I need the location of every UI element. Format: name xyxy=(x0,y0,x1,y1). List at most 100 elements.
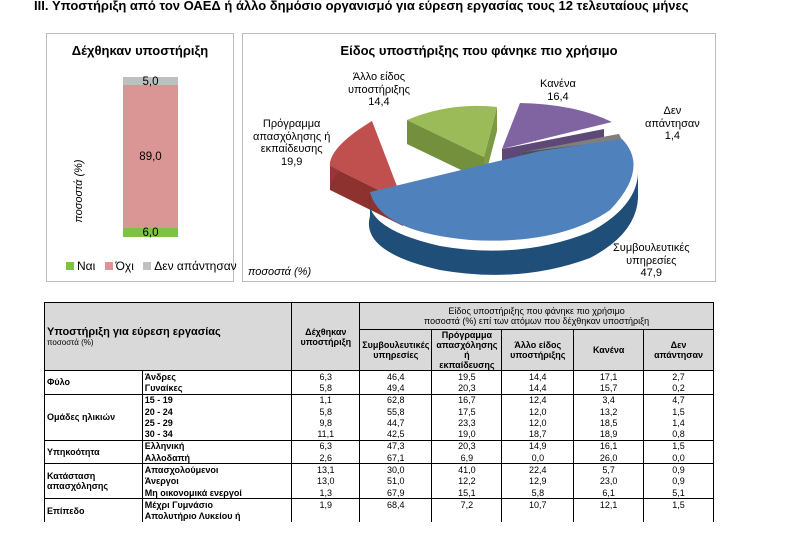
pie-label-counsel-line2: υπηρεσίες xyxy=(626,254,677,267)
pie-label-none-line1: Κανένα xyxy=(540,78,576,90)
legend-swatch-yes xyxy=(66,261,74,270)
table-cell: 46,4 xyxy=(359,370,432,383)
table-cell: 6,1 xyxy=(573,486,644,499)
legend-swatch-no xyxy=(104,261,113,270)
pie-percent-note: ποσοστά (%) xyxy=(248,266,312,278)
table-row: 25 - 29 9,8 44,7 23,3 12,0 18,5 1,4 xyxy=(45,417,714,429)
table-cell: 30,0 xyxy=(359,463,432,476)
table-cell: 0,9 xyxy=(643,475,714,487)
table-row: Υπηκοότητα Ελληνική 6,3 47,3 20,3 14,9 16,1 1,5 xyxy=(44,439,714,464)
table-cell: 41,0 xyxy=(431,463,502,476)
table-cell: 12,9 xyxy=(501,475,574,487)
col-program: Πρόγραμμα απασχόλησης ή εκπαίδευσης xyxy=(431,329,503,371)
row-label: 15 - 19 xyxy=(141,393,292,406)
table-cell: 15,7 xyxy=(573,382,644,395)
row-label: Άνδρες xyxy=(141,370,292,383)
table-cell: 19,0 xyxy=(431,428,502,441)
table-cell: 10,7 xyxy=(501,498,574,511)
table-cell: 9,8 xyxy=(291,417,360,429)
table-cell: 13,1 xyxy=(291,463,360,476)
row-label: Μη οικονομικά ενεργοί xyxy=(141,486,292,499)
col-group-line2: ποσοστά (%) επί των ατόμων που δέχθηκαν … xyxy=(424,316,650,326)
row-group-label-line: Κατάσταση xyxy=(47,471,96,482)
col-counsel-line2: υπηρεσίες xyxy=(373,350,419,360)
support-table: Υποστήριξη για εύρεση εργασίας ποσοστά (… xyxy=(43,302,714,522)
pie-label-other-line2: υποστήριξης xyxy=(348,83,410,96)
table-body: Φύλο Άνδρες 6,3 46,4 19,5 14,4 17,1 2,7 Γυναίκες… xyxy=(44,370,714,522)
table-row: Φύλο Άνδρες 6,3 46,4 19,5 14,4 17,1 2,7 xyxy=(44,370,714,395)
table-cell: 12,0 xyxy=(501,405,574,418)
table-row: 20 - 24 5,8 55,8 17,5 12,0 13,2 1,5 xyxy=(45,405,714,418)
pie-label-counsel: Συμβουλευτικές υπηρεσίες 47,9 xyxy=(613,242,690,280)
pie-slice-program-top xyxy=(329,121,403,202)
row-label: 20 - 24 xyxy=(141,405,292,418)
table-cell: 6,3 xyxy=(291,370,360,383)
bar-label-na: 5,0 xyxy=(143,76,159,88)
table-cell: 19,5 xyxy=(431,370,502,383)
table-cell xyxy=(501,510,574,522)
table-cell: 23,3 xyxy=(431,417,502,429)
pie-label-program-line1: Πρόγραμμα xyxy=(262,118,321,130)
table-cell: 12,2 xyxy=(431,475,502,487)
table-cell: 51,0 xyxy=(359,475,432,487)
table-cell: 16,7 xyxy=(431,393,502,406)
table-cell: 42,5 xyxy=(359,428,432,441)
pie-slice-other-side-2 xyxy=(484,107,497,181)
col-counsel-line1: Συμβουλευτικές xyxy=(362,340,430,350)
table-cell: 18,5 xyxy=(573,417,644,429)
col-other-line2: υποστήριξης xyxy=(510,350,566,360)
bar-label-yes: 6,0 xyxy=(143,227,159,239)
table-cell: 1,1 xyxy=(291,393,360,406)
table-cell: 44,7 xyxy=(359,417,432,429)
pie-label-other: Άλλο είδος υποστήριξης 14,4 xyxy=(348,71,410,109)
table-cell: 15,1 xyxy=(431,486,502,499)
table-row: 30 - 34 11,1 42,5 19,0 18,7 18,9 0,8 xyxy=(45,428,714,441)
table-cell: 49,4 xyxy=(359,382,432,395)
pie-label-program-line2: απασχόλησης ή xyxy=(253,130,331,143)
pie-slice-other xyxy=(407,105,497,181)
table-row: Άνεργοι 13,0 51,0 12,2 12,9 23,0 0,9 xyxy=(45,475,714,487)
legend-na: Δεν απάντησαν xyxy=(154,258,237,273)
pie-slice-na-top xyxy=(523,134,622,152)
table-row: Γυναίκες 5,8 49,4 20,3 14,4 15,7 0,2 xyxy=(45,382,714,395)
col-na-line1: Δεν xyxy=(670,340,687,350)
table-cell: 13,0 xyxy=(291,475,360,487)
table-cell: 55,8 xyxy=(359,405,432,418)
pie-slice-counsel xyxy=(368,139,639,275)
table-cell: 0,8 xyxy=(643,428,714,441)
col-received: Δέχθηκαν υποστήριξη xyxy=(291,302,361,371)
row-group-label-line: απασχόλησης xyxy=(47,481,109,492)
pie-slice-counsel-top xyxy=(370,139,634,241)
row-group-label: Υπηκοότητα xyxy=(44,439,143,464)
pie-label-na: Δεν απάντησαν 1,4 xyxy=(645,105,700,143)
table-cell: 14,4 xyxy=(501,370,574,383)
table-header-row-2: Συμβουλευτικές υπηρεσίες Πρόγραμμα απασχόλ… xyxy=(45,329,714,371)
pie-chart xyxy=(329,103,639,275)
table-cell: 6,3 xyxy=(291,439,360,453)
col-received-line2: υποστήριξη xyxy=(300,336,352,347)
row-label: Άνεργοι xyxy=(141,475,292,487)
col-received-line1: Δέχθηκαν xyxy=(305,326,347,337)
col-na: Δεν απάντησαν xyxy=(643,329,714,371)
table-cell: 0,2 xyxy=(643,382,714,395)
table-cell: 0,0 xyxy=(643,452,714,464)
table-cell: 18,7 xyxy=(501,428,574,441)
row-group-label-line: Υπηκοότητα xyxy=(47,447,100,458)
table-cell: 47,3 xyxy=(359,439,432,453)
table-cell: 12,4 xyxy=(501,393,574,406)
table-cell: 13,2 xyxy=(573,405,644,418)
table-row: Αλλοδαπή 2,6 67,1 6,9 0,0 26,0 0,0 xyxy=(45,452,714,464)
pie-label-none-value: 16,4 xyxy=(547,90,569,103)
table-cell: 16,1 xyxy=(573,439,644,453)
table-cell: 5,8 xyxy=(291,405,360,418)
row-label: Ελληνική xyxy=(141,439,292,453)
table-cell: 22,4 xyxy=(501,463,574,476)
table-cell: 2,7 xyxy=(643,370,714,383)
legend-no: Όχι xyxy=(115,258,134,273)
table-cell: 14,9 xyxy=(501,439,574,453)
table-cell xyxy=(431,510,502,522)
table-cell: 68,4 xyxy=(359,498,432,511)
table-cell: 20,3 xyxy=(431,439,502,453)
col-none: Κανένα xyxy=(573,329,645,371)
table-cell: 5,8 xyxy=(501,486,574,499)
